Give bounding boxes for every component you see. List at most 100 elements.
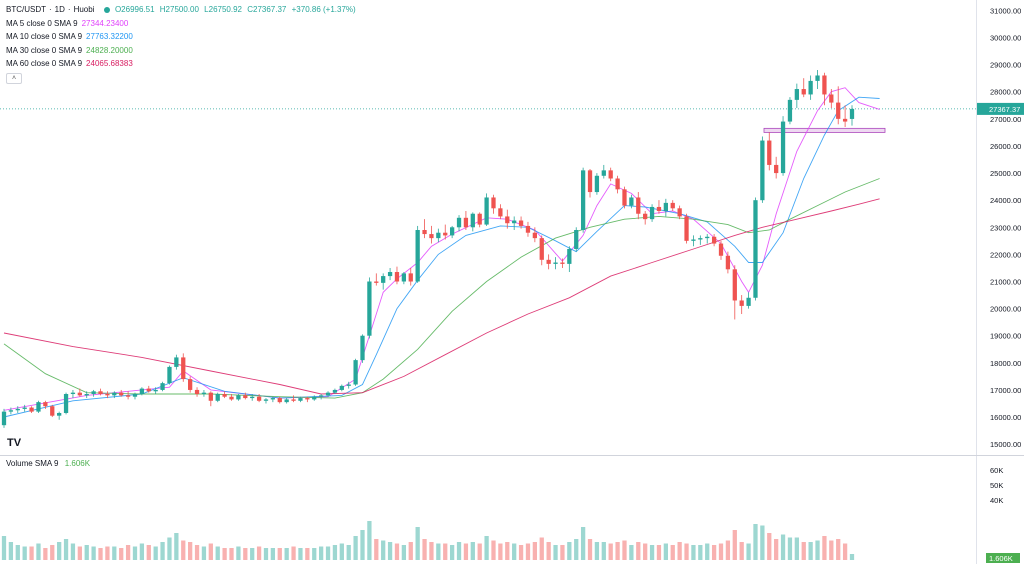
volume-bar[interactable] xyxy=(594,542,600,560)
volume-bar[interactable] xyxy=(319,546,324,561)
candle-body[interactable] xyxy=(394,272,400,282)
candle-body[interactable] xyxy=(188,379,193,390)
candle-body[interactable] xyxy=(456,217,462,228)
candle-body[interactable] xyxy=(374,281,379,283)
indicator-row[interactable]: MA 60 close 0 SMA 9 24065.68383 xyxy=(6,57,359,71)
indicator-row[interactable]: MA 10 close 0 SMA 9 27763.32200 xyxy=(6,30,359,44)
candle-body[interactable] xyxy=(222,394,227,397)
volume-bar[interactable] xyxy=(656,545,662,560)
candle-body[interactable] xyxy=(215,394,220,401)
volume-bar[interactable] xyxy=(636,542,641,560)
volume-bar[interactable] xyxy=(57,542,62,560)
volume-bar[interactable] xyxy=(132,546,138,561)
volume-bar[interactable] xyxy=(836,539,841,560)
candle-body[interactable] xyxy=(63,394,69,413)
volume-bar[interactable] xyxy=(256,546,262,561)
volume-bar[interactable] xyxy=(560,545,565,560)
candle-body[interactable] xyxy=(829,94,834,103)
candle-body[interactable] xyxy=(8,410,14,412)
candle-body[interactable] xyxy=(381,276,386,283)
volume-bar[interactable] xyxy=(505,542,510,560)
candle-body[interactable] xyxy=(601,170,606,176)
volume-bar[interactable] xyxy=(284,548,289,560)
volume-bar[interactable] xyxy=(250,548,255,560)
volume-bar[interactable] xyxy=(684,543,689,561)
volume-bar[interactable] xyxy=(229,548,234,560)
candle-body[interactable] xyxy=(787,99,793,122)
candle-body[interactable] xyxy=(194,389,200,395)
candle-body[interactable] xyxy=(146,388,151,392)
candle-body[interactable] xyxy=(842,118,848,122)
volume-bar[interactable] xyxy=(353,536,358,560)
volume-bar[interactable] xyxy=(746,543,751,561)
candle-body[interactable] xyxy=(567,248,572,264)
volume-bar[interactable] xyxy=(553,545,558,560)
candle-body[interactable] xyxy=(684,216,689,241)
volume-bar[interactable] xyxy=(1,536,7,560)
candle-body[interactable] xyxy=(753,200,758,298)
candle-body[interactable] xyxy=(250,396,255,399)
candle-body[interactable] xyxy=(387,272,393,277)
candle-body[interactable] xyxy=(594,175,600,193)
symbol-name[interactable]: BTC/USDT xyxy=(6,5,46,14)
candle-body[interactable] xyxy=(608,170,613,179)
candle-body[interactable] xyxy=(153,389,158,392)
candle-body[interactable] xyxy=(649,206,655,220)
volume-bar[interactable] xyxy=(429,542,434,560)
candle-body[interactable] xyxy=(346,384,351,386)
candle-body[interactable] xyxy=(760,140,765,201)
indicator-row[interactable]: MA 30 close 0 SMA 9 24828.20000 xyxy=(6,44,359,58)
volume-bar[interactable] xyxy=(698,545,703,560)
candle-body[interactable] xyxy=(263,399,269,401)
candle-body[interactable] xyxy=(498,208,503,217)
volume-bar[interactable] xyxy=(822,536,827,560)
candle-body[interactable] xyxy=(801,89,806,95)
candle-body[interactable] xyxy=(415,230,420,282)
volume-bar[interactable] xyxy=(43,548,48,560)
candle-body[interactable] xyxy=(822,75,827,95)
candle-body[interactable] xyxy=(298,398,303,401)
candle-body[interactable] xyxy=(663,202,668,212)
volume-bar[interactable] xyxy=(711,545,717,560)
volume-bar[interactable] xyxy=(243,548,248,560)
candle-body[interactable] xyxy=(463,217,469,228)
volume-bar[interactable] xyxy=(567,542,572,560)
candle-body[interactable] xyxy=(470,213,475,228)
candle-body[interactable] xyxy=(677,208,682,217)
volume-bar[interactable] xyxy=(146,545,151,560)
candle-body[interactable] xyxy=(560,262,565,264)
volume-bar[interactable] xyxy=(705,543,710,561)
volume-bar[interactable] xyxy=(691,545,696,560)
volume-bar[interactable] xyxy=(787,537,793,561)
volume-bar[interactable] xyxy=(394,543,400,561)
candle-body[interactable] xyxy=(546,259,551,264)
volume-bar[interactable] xyxy=(601,542,606,560)
candle-body[interactable] xyxy=(794,89,799,100)
candle-body[interactable] xyxy=(70,392,76,395)
volume-bar[interactable] xyxy=(780,534,786,561)
volume-bar[interactable] xyxy=(436,543,441,561)
candle-body[interactable] xyxy=(691,239,696,241)
candle-body[interactable] xyxy=(29,407,34,412)
candle-body[interactable] xyxy=(270,398,276,400)
volume-bar[interactable] xyxy=(346,545,351,560)
volume-bar[interactable] xyxy=(422,539,427,560)
candle-body[interactable] xyxy=(711,236,717,244)
volume-bar[interactable] xyxy=(587,539,593,560)
volume-bar[interactable] xyxy=(312,548,317,560)
candle-body[interactable] xyxy=(815,75,820,81)
volume-bar[interactable] xyxy=(387,542,393,560)
candle-body[interactable] xyxy=(1,411,7,426)
candle-body[interactable] xyxy=(808,80,813,95)
candle-body[interactable] xyxy=(746,297,751,306)
volume-bar[interactable] xyxy=(360,530,365,560)
candle-body[interactable] xyxy=(718,243,724,256)
candle-body[interactable] xyxy=(50,406,55,416)
volume-bar[interactable] xyxy=(15,545,20,560)
volume-bar[interactable] xyxy=(842,543,848,561)
volume-bar[interactable] xyxy=(84,545,89,560)
candle-body[interactable] xyxy=(132,394,138,397)
volume-bar[interactable] xyxy=(753,524,758,560)
candle-body[interactable] xyxy=(277,398,282,403)
volume-bar[interactable] xyxy=(829,540,834,561)
